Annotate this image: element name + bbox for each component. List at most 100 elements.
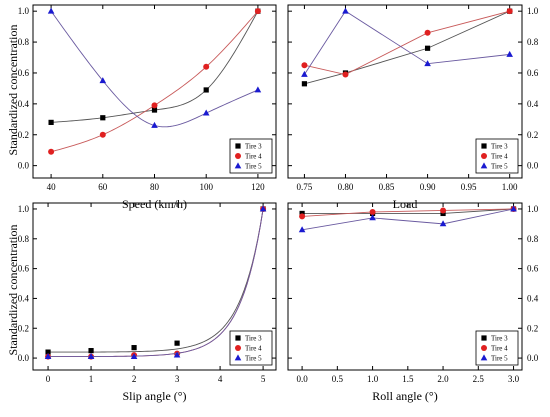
- legend-marker: [481, 345, 487, 351]
- y-tick-label: 0.0: [18, 353, 30, 363]
- ylabel-bottom: Standardized concentration: [6, 225, 20, 356]
- data-point: [99, 77, 107, 84]
- legend-label: Tire 5: [491, 163, 508, 171]
- data-point: [298, 226, 306, 233]
- data-point: [424, 45, 431, 51]
- y-tick-label: 0.6: [18, 68, 30, 78]
- data-point: [506, 50, 513, 57]
- data-point: [369, 214, 376, 221]
- data-point: [44, 352, 52, 359]
- y-tick-label: 0.4: [527, 293, 539, 303]
- data-point: [173, 351, 181, 358]
- x-tick-label: 2: [132, 374, 137, 384]
- data-point: [151, 107, 158, 113]
- data-point: [301, 70, 308, 77]
- series-tire-5: [298, 205, 517, 233]
- legend-label: Tire 5: [491, 355, 508, 363]
- data-point: [254, 86, 262, 93]
- legend-marker: [480, 354, 488, 361]
- legend-label: Tire 4: [245, 153, 262, 161]
- trend-curve: [50, 10, 259, 153]
- x-tick-label: 0.95: [461, 182, 477, 192]
- series-line: [302, 208, 514, 214]
- plot-frame: [32, 202, 277, 371]
- x-axis-label: Slip angle (°): [122, 389, 186, 403]
- legend-marker: [480, 162, 488, 169]
- y-tick-label: 0.2: [527, 323, 538, 333]
- x-tick-label: 5: [261, 374, 266, 384]
- data-point: [130, 352, 138, 359]
- data-point: [342, 7, 349, 14]
- x-tick-label: 120: [251, 182, 265, 192]
- y-tick-label: 1.0: [18, 204, 30, 214]
- x-tick-label: 0.90: [420, 182, 436, 192]
- data-point: [203, 63, 210, 70]
- chart-panel-4: 0.0 0.5 1.0 1.5 2.0 2.5 3.0 0.0 0.2 0.4 0.6 0.8 1.0 R…: [287, 202, 539, 403]
- data-point: [100, 115, 106, 121]
- chart-panel-3: 0 1 2 3 4 5 0.0 0.2 0.4 0.6 0.8 1.0 Slip angle (°) Ti…: [18, 202, 277, 403]
- y-tick-label: 0.6: [18, 264, 30, 274]
- x-tick-label: 1: [89, 374, 94, 384]
- legend-marker: [481, 153, 487, 159]
- y-tick-label: 0.8: [527, 37, 539, 47]
- legend-marker: [235, 335, 241, 341]
- legend-marker: [481, 335, 487, 341]
- y-tick-label: 0.0: [527, 161, 539, 171]
- data-point: [301, 62, 308, 69]
- data-point: [424, 60, 431, 67]
- x-tick-label: 0.0: [296, 374, 308, 384]
- y-tick-label: 0.0: [18, 161, 30, 171]
- x-tick-label: 3.0: [508, 374, 520, 384]
- data-point: [151, 121, 158, 128]
- legend: Tire 3 Tire 4 Tire 5: [229, 138, 273, 174]
- y-tick-label: 0.2: [18, 130, 29, 140]
- legend-marker: [235, 143, 241, 149]
- data-point: [87, 352, 95, 359]
- plot-frame: [287, 4, 523, 179]
- y-tick-label: 1.0: [527, 6, 539, 16]
- legend-marker: [481, 143, 487, 149]
- legend-marker: [235, 345, 241, 351]
- trend-curve: [48, 208, 264, 358]
- legend-label: Tire 4: [245, 345, 262, 353]
- data-point: [174, 340, 180, 346]
- data-point: [48, 148, 55, 155]
- legend-label: Tire 4: [491, 345, 508, 353]
- x-tick-label: 4: [218, 374, 223, 384]
- data-point: [151, 102, 158, 109]
- x-tick-label: 3: [175, 374, 180, 384]
- legend-label: Tire 3: [491, 335, 508, 343]
- data-point: [342, 71, 349, 78]
- legend: Tire 3 Tire 4 Tire 5: [229, 330, 273, 366]
- data-point: [131, 345, 137, 351]
- legend-label: Tire 3: [491, 143, 508, 151]
- x-tick-label: 0.85: [379, 182, 395, 192]
- y-tick-label: 1.0: [527, 204, 539, 214]
- data-point: [259, 205, 267, 212]
- data-point: [299, 213, 306, 220]
- x-tick-label: 0.80: [338, 182, 354, 192]
- data-point: [440, 207, 447, 214]
- x-tick-label: 2.5: [473, 374, 485, 384]
- legend: Tire 3 Tire 4 Tire 5: [475, 138, 519, 174]
- y-tick-label: 0.8: [18, 234, 30, 244]
- x-axis-label: Roll angle (°): [372, 389, 437, 403]
- x-tick-label: 60: [98, 182, 108, 192]
- y-tick-label: 0.4: [18, 293, 30, 303]
- data-point: [45, 349, 51, 355]
- y-tick-label: 0.2: [527, 130, 538, 140]
- y-tick-label: 0.2: [18, 323, 29, 333]
- x-axis-label: Load: [393, 197, 418, 211]
- x-tick-label: 0.5: [332, 374, 344, 384]
- legend-label: Tire 3: [245, 335, 262, 343]
- series-tire-5: [47, 7, 262, 128]
- data-point: [301, 81, 308, 87]
- series-tire-4: [48, 8, 261, 155]
- y-tick-label: 0.4: [18, 99, 30, 109]
- data-point: [439, 220, 447, 227]
- data-point: [48, 119, 54, 125]
- legend-label: Tire 4: [491, 153, 508, 161]
- legend-marker: [234, 162, 242, 169]
- x-tick-label: 1.00: [502, 182, 518, 192]
